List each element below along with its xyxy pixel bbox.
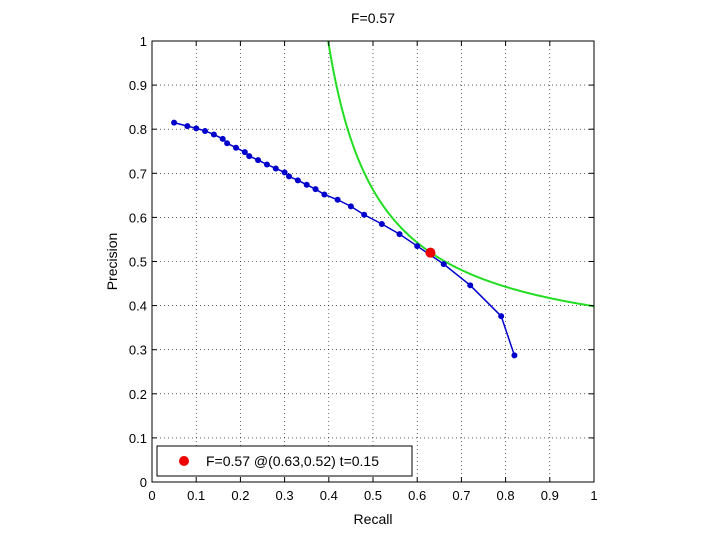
y-tick-label: 0.8 bbox=[129, 122, 147, 137]
legend-box bbox=[156, 445, 413, 477]
chart-title: F=0.57 bbox=[351, 10, 395, 26]
pr-curve-point bbox=[210, 131, 217, 138]
y-tick-label: 0.7 bbox=[129, 166, 147, 181]
pr-curve-point bbox=[224, 140, 231, 147]
legend-marker bbox=[179, 456, 189, 466]
pr-curve-point bbox=[255, 157, 262, 164]
best-f-point bbox=[425, 247, 436, 258]
grid-lines bbox=[152, 41, 594, 482]
pr-curve-point bbox=[281, 169, 288, 176]
pr-curve-point bbox=[241, 149, 248, 156]
x-tick-label: 0.9 bbox=[541, 488, 559, 503]
pr-curve-point bbox=[232, 144, 239, 151]
pr-curve-point bbox=[414, 243, 421, 250]
pr-curve-point bbox=[440, 261, 447, 268]
y-tick-label: 0.5 bbox=[129, 255, 147, 270]
pr-curve-point bbox=[272, 165, 279, 172]
iso-f-curve bbox=[327, 41, 594, 308]
pr-curve-point bbox=[312, 186, 319, 193]
y-tick-label: 1 bbox=[140, 34, 147, 49]
y-tick-label: 0.1 bbox=[129, 431, 147, 446]
pr-curve-point bbox=[347, 203, 354, 210]
y-axis-label: Precision bbox=[104, 233, 120, 291]
x-tick-label: 0.8 bbox=[497, 488, 515, 503]
pr-curve-point bbox=[321, 191, 328, 198]
pr-curve-point bbox=[361, 211, 368, 218]
pr-curve-point bbox=[193, 125, 200, 132]
pr-curve-point bbox=[467, 282, 474, 289]
pr-curve-point bbox=[303, 181, 310, 188]
pr-curve-point bbox=[511, 352, 518, 359]
pr-curve-point bbox=[396, 231, 403, 238]
x-tick-label: 1 bbox=[590, 488, 597, 503]
x-tick-label: 0.5 bbox=[364, 488, 382, 503]
pr-curve-point bbox=[334, 196, 341, 203]
pr-curve-point bbox=[378, 221, 385, 228]
y-tick-label: 0.2 bbox=[129, 387, 147, 402]
x-tick-label: 0.6 bbox=[408, 488, 426, 503]
x-tick-label: 0.4 bbox=[320, 488, 338, 503]
x-tick-label: 0.3 bbox=[276, 488, 294, 503]
pr-curve-point bbox=[202, 127, 209, 134]
x-tick-label: 0.1 bbox=[187, 488, 205, 503]
x-tick-label: 0.7 bbox=[452, 488, 470, 503]
legend: F=0.57 @(0.63,0.52) t=0.15 bbox=[156, 445, 413, 477]
pr-curve-point bbox=[286, 173, 293, 180]
pr-curve-point bbox=[294, 177, 301, 184]
pr-curve-point bbox=[263, 161, 270, 168]
pr-curve-point bbox=[498, 313, 505, 320]
y-tick-label: 0.3 bbox=[129, 343, 147, 358]
pr-curve-point bbox=[184, 123, 191, 130]
x-tick-label: 0.2 bbox=[231, 488, 249, 503]
pr-curve-point bbox=[219, 135, 226, 142]
y-tick-label: 0 bbox=[140, 475, 147, 490]
pr-curve-point bbox=[246, 153, 253, 160]
data-layer bbox=[171, 41, 594, 359]
axis-ticks: 0 0.1 0.2 0.3 0.4 0.5 0.6 0.7 0.8 0.9 1 0 0.1 0.2 0.3 0… bbox=[129, 34, 598, 503]
legend-label: F=0.57 @(0.63,0.52) t=0.15 bbox=[206, 453, 379, 469]
y-tick-label: 0.4 bbox=[129, 299, 147, 314]
pr-curve-point bbox=[171, 119, 178, 126]
y-tick-label: 0.9 bbox=[129, 78, 147, 93]
x-axis-label: Recall bbox=[354, 511, 393, 527]
y-tick-label: 0.6 bbox=[129, 210, 147, 225]
x-tick-label: 0 bbox=[148, 488, 155, 503]
